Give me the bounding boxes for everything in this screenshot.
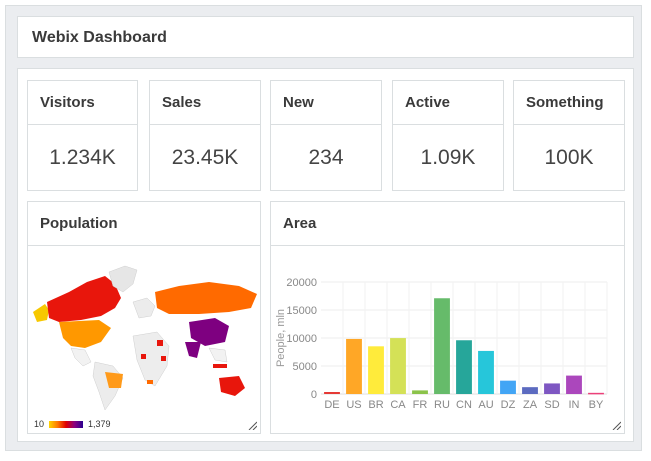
- map-region-europe: [132, 297, 156, 319]
- map-region-ethiopia: [161, 356, 166, 361]
- y-tick-label: 20000: [286, 277, 317, 289]
- population-title: Population: [28, 202, 260, 246]
- bar-by: [588, 392, 604, 395]
- legend-min: 10: [34, 419, 45, 429]
- y-tick-label: 15000: [286, 305, 317, 317]
- stat-label: Visitors: [28, 81, 137, 125]
- x-tick-label: CA: [390, 399, 406, 411]
- y-tick-label: 10000: [286, 333, 317, 345]
- bar-ca: [390, 338, 406, 394]
- dashboard-toolbar: Webix Dashboard: [17, 16, 634, 58]
- stat-value: 1.234K: [49, 146, 116, 169]
- stat-label: Active: [393, 81, 503, 125]
- map-region-brazil: [105, 372, 123, 388]
- bar-fr: [412, 390, 428, 394]
- stat-card-something[interactable]: Something 100K: [513, 80, 625, 191]
- bar-us: [346, 338, 362, 394]
- map-region-canada: [47, 276, 121, 322]
- map-region-greenland: [108, 265, 138, 293]
- stat-label: Sales: [150, 81, 260, 125]
- bar-ru: [434, 298, 450, 394]
- x-tick-label: US: [346, 399, 361, 411]
- bar-de: [324, 392, 340, 394]
- bar-au: [478, 350, 494, 394]
- resize-handle-icon[interactable]: [612, 421, 621, 430]
- x-tick-label: RU: [434, 399, 450, 411]
- x-tick-label: BR: [368, 399, 383, 411]
- stat-card-sales[interactable]: Sales 23.45K: [149, 80, 261, 191]
- resize-handle-icon[interactable]: [248, 421, 257, 430]
- stat-value: 100K: [544, 146, 594, 169]
- legend-max: 1,379: [88, 419, 111, 429]
- map-legend: 10 1,379: [34, 419, 111, 429]
- stat-card-visitors[interactable]: Visitors 1.234K: [27, 80, 138, 191]
- bar-br: [368, 346, 384, 394]
- map-region-russia: [155, 282, 257, 314]
- x-tick-label: ZA: [523, 399, 538, 411]
- stat-value: 234: [308, 146, 344, 169]
- map-region-southafrica: [147, 380, 153, 384]
- x-tick-label: SD: [544, 399, 559, 411]
- population-panel: Population 10 1,379: [27, 201, 261, 434]
- x-tick-label: CN: [456, 399, 472, 411]
- stat-card-new[interactable]: New 234: [270, 80, 382, 191]
- world-map[interactable]: [29, 262, 261, 412]
- area-bar-chart: 0 5000 10000 15000 20000 DE US BR CA FR RU CN AU DZ ZA…: [275, 277, 608, 411]
- map-region-alaska: [33, 304, 49, 322]
- map-region-nigeria: [141, 354, 146, 359]
- area-title: Area: [271, 202, 624, 246]
- map-region-indonesia: [213, 364, 227, 368]
- stat-label: Something: [514, 81, 624, 125]
- map-region-australia: [219, 376, 245, 396]
- legend-gradient: [49, 420, 84, 428]
- bar-za: [522, 387, 538, 394]
- stat-value: 23.45K: [171, 146, 239, 169]
- x-tick-label: IN: [569, 399, 580, 411]
- map-region-usa: [59, 320, 111, 348]
- map-region-southeast-asia: [208, 347, 228, 363]
- map-region-mexico: [70, 347, 92, 367]
- map-region-india: [185, 342, 201, 358]
- y-axis-label: People, mln: [275, 309, 287, 367]
- stat-label: New: [271, 81, 381, 125]
- x-tick-label: FR: [413, 399, 428, 411]
- map-region-china: [189, 318, 229, 346]
- x-tick-label: DE: [324, 399, 339, 411]
- app-title: Webix Dashboard: [32, 29, 167, 46]
- bar-dz: [500, 380, 516, 394]
- x-tick-label: BY: [589, 399, 604, 411]
- bar-cn: [456, 340, 472, 394]
- bar-in: [566, 375, 582, 394]
- map-region-egypt: [157, 340, 163, 346]
- stat-value: 1.09K: [420, 146, 476, 169]
- stat-card-active[interactable]: Active 1.09K: [392, 80, 504, 191]
- x-tick-label: DZ: [501, 399, 516, 411]
- area-panel: Area 0 5000 10000 15000 20000 DE US BR CA FR RU CN A…: [270, 201, 625, 434]
- bar-sd: [544, 383, 560, 394]
- x-tick-label: AU: [478, 399, 493, 411]
- y-tick-label: 5000: [293, 361, 317, 373]
- y-tick-label: 0: [311, 389, 317, 401]
